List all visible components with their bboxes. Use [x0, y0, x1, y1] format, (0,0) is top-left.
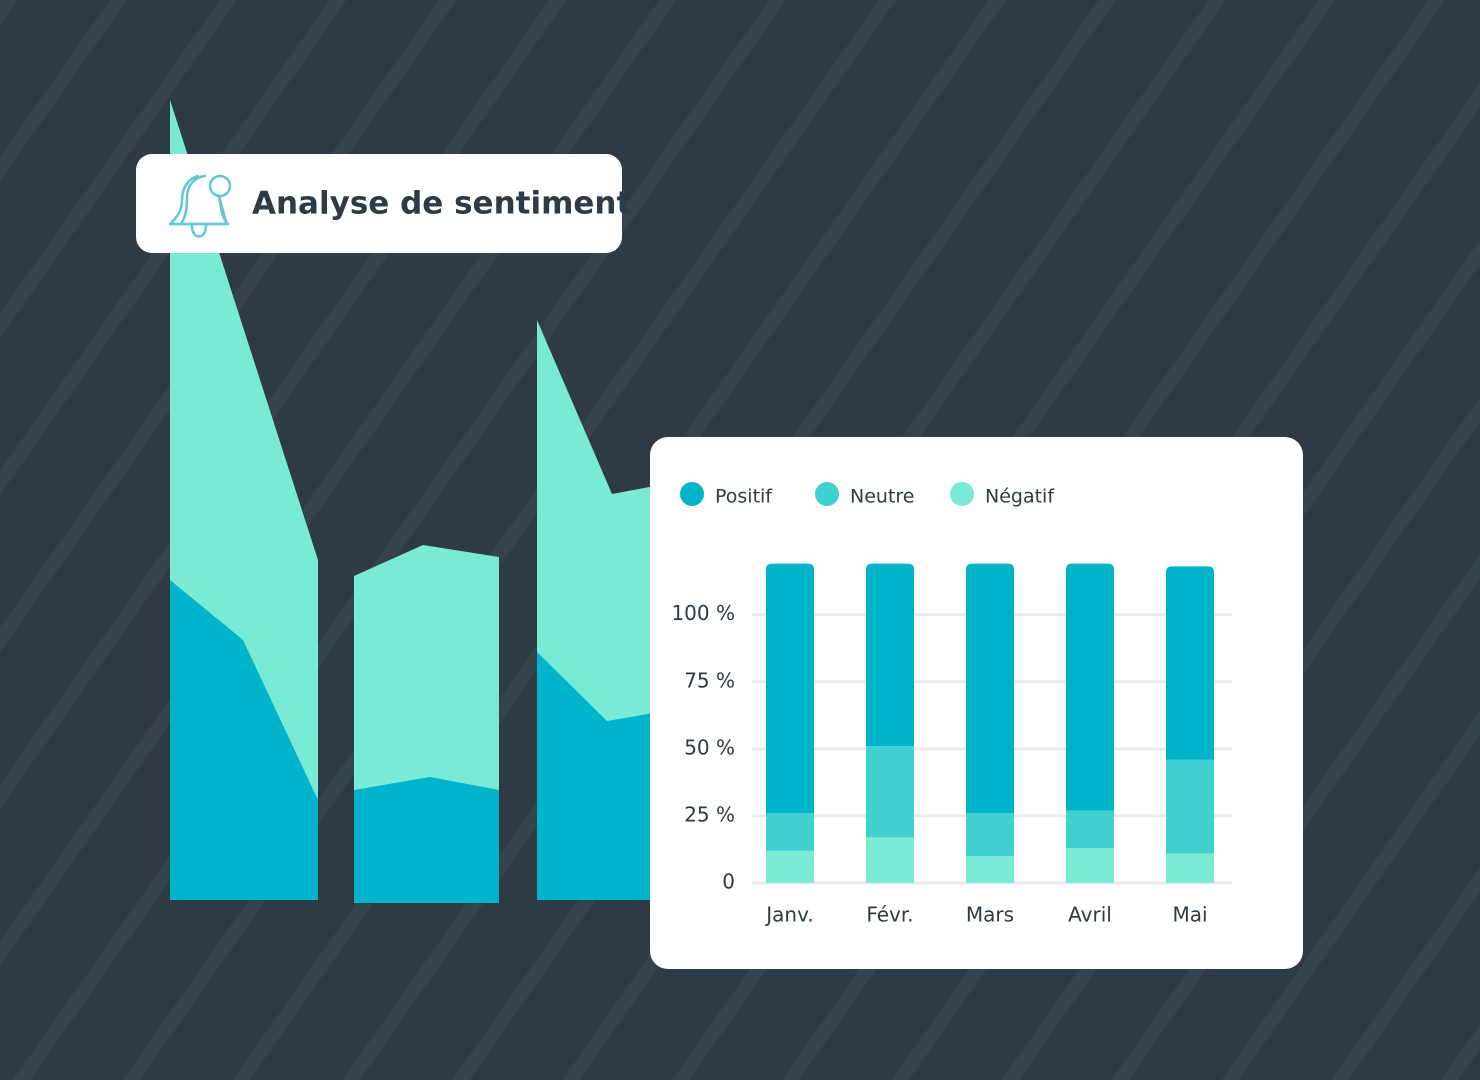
legend-swatch — [680, 482, 704, 506]
bar-segment — [766, 563, 814, 814]
y-tick-label: 50 % — [684, 735, 735, 759]
bar-segment — [866, 837, 914, 883]
bar-segment — [966, 856, 1014, 883]
legend-label: Neutre — [850, 486, 914, 508]
y-tick-label: 25 % — [684, 802, 735, 826]
y-tick-label: 75 % — [684, 668, 735, 692]
bar-segment — [1066, 563, 1114, 811]
deco-area — [354, 777, 499, 903]
deco-area — [537, 652, 660, 900]
decorative-areas — [170, 100, 660, 903]
bar-segment — [1066, 848, 1114, 883]
y-tick-label: 0 — [722, 870, 735, 894]
bar-segment — [1166, 566, 1214, 760]
bar-segment — [766, 850, 814, 883]
x-tick-label: Avril — [1068, 903, 1112, 927]
plot: 0 25 % 50 % 75 % 100 % Positif Neutre Négatif Ja… — [671, 482, 1232, 927]
x-tick-label: Janv. — [764, 903, 813, 927]
bell-icon — [168, 174, 232, 238]
deco-area — [170, 580, 318, 900]
x-tick-label: Févr. — [866, 903, 913, 927]
legend-swatch — [950, 482, 974, 506]
bar-segment — [966, 813, 1014, 857]
bar-segment — [1066, 810, 1114, 849]
bar-segment — [1166, 853, 1214, 883]
bar-segment — [866, 746, 914, 838]
bar-segment — [1166, 759, 1214, 854]
x-tick-label: Mai — [1172, 903, 1207, 927]
bar-segment — [866, 563, 914, 747]
x-tick-label: Mars — [966, 903, 1014, 927]
bar-segment — [766, 813, 814, 851]
badge-card — [136, 154, 622, 253]
y-tick-label: 100 % — [671, 601, 735, 625]
chart-title: Analyse de sentiment — [252, 186, 631, 222]
legend-label: Positif — [715, 486, 773, 508]
legend-swatch — [815, 482, 839, 506]
title-badge: Analyse de sentiment — [136, 154, 631, 253]
legend-label: Négatif — [985, 486, 1055, 508]
bar-segment — [966, 563, 1014, 814]
